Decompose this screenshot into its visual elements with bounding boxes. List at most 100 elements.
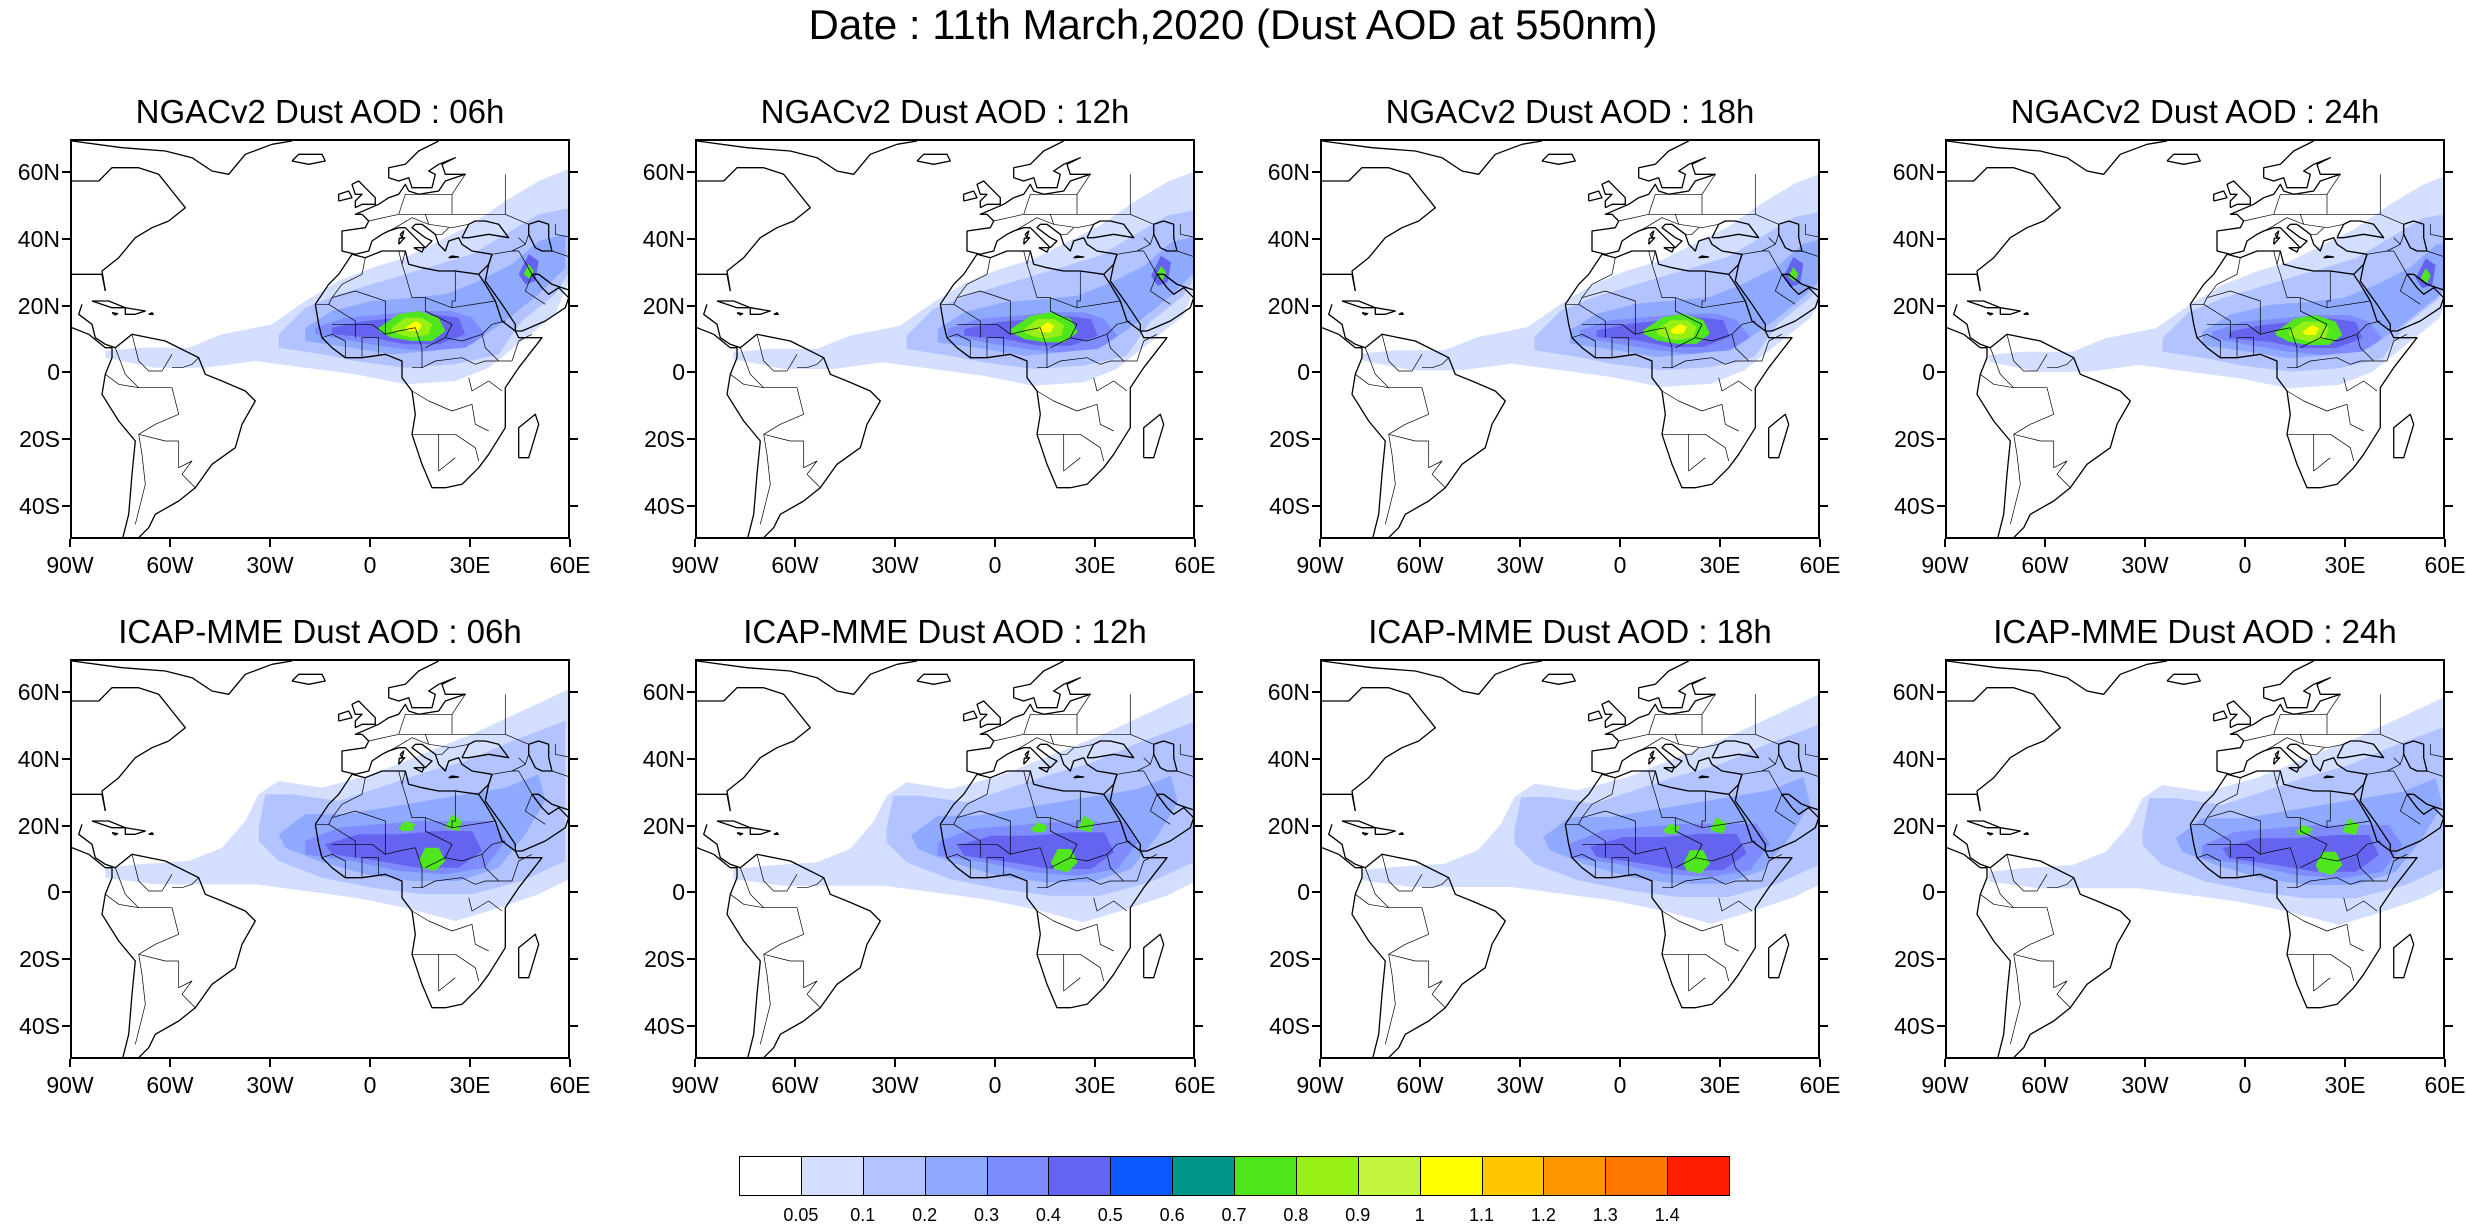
lat-tick: [570, 304, 578, 307]
lat-tick: [1820, 691, 1828, 694]
country-border: [518, 333, 533, 342]
country-border: [2366, 770, 2408, 795]
lon-tick: [469, 539, 471, 547]
country-border: [2190, 257, 2241, 305]
country-border: [2196, 333, 2221, 358]
country-border: [1662, 817, 1703, 869]
panel-title: NGACv2 Dust AOD : 24h: [2010, 93, 2380, 130]
map-svg: [72, 141, 568, 537]
lat-tick: [1195, 691, 1203, 694]
country-border: [412, 297, 453, 349]
colorbar-label: 0.4: [1035, 1205, 1061, 1225]
country-border: [1578, 824, 1606, 858]
lon-tick-label: 90W: [1921, 552, 1969, 578]
country-border: [1701, 820, 1746, 829]
country-border: [105, 374, 139, 389]
country-border: [1422, 877, 1449, 889]
country-border: [957, 323, 1048, 369]
coastline: [1768, 933, 1790, 979]
lat-tick-label: 20S: [19, 426, 60, 452]
country-border: [2203, 304, 2231, 338]
country-border: [332, 323, 423, 369]
country-border: [2326, 300, 2371, 309]
country-border: [1801, 250, 1818, 257]
coastline: [518, 933, 540, 979]
coastline: [314, 250, 543, 489]
lat-tick: [62, 371, 70, 374]
coastline: [91, 300, 126, 309]
main-title: Date : 11th March,2020 (Dust AOD at 550n…: [808, 1, 1658, 48]
country-border: [1143, 853, 1158, 862]
lon-tick-label: 60W: [2021, 552, 2069, 578]
coastline: [72, 661, 293, 695]
lon-tick-label: 30E: [449, 1072, 491, 1098]
lat-tick: [687, 691, 695, 694]
coastline: [1374, 307, 1396, 315]
coastline: [1322, 273, 1356, 292]
country-border: [1023, 174, 1091, 215]
country-border: [435, 747, 449, 755]
country-border: [332, 843, 423, 889]
country-border: [993, 174, 1131, 222]
lat-tick: [1820, 238, 1828, 240]
country-border: [1801, 770, 1818, 777]
colorbar-swatch: [1667, 1156, 1730, 1196]
country-border: [1070, 320, 1131, 342]
coastline: [773, 312, 779, 315]
coastline: [484, 254, 568, 332]
lon-tick: [1944, 539, 1946, 547]
country-border: [172, 877, 199, 889]
lat-tick-label: 20S: [1269, 426, 1310, 452]
lat-tick: [1312, 691, 1320, 694]
country-border: [2399, 234, 2405, 245]
lat-tick: [1937, 958, 1945, 960]
country-border: [1037, 953, 1105, 982]
coastline: [518, 413, 540, 459]
country-border: [1631, 217, 1679, 235]
country-border: [438, 954, 456, 992]
country-border: [424, 214, 469, 229]
coastline: [1109, 254, 1193, 332]
country-border: [2380, 213, 2404, 225]
lat-tick: [1312, 958, 1320, 960]
lat-tick: [62, 504, 70, 507]
lon-tick: [894, 539, 896, 547]
country-border: [1648, 174, 1716, 215]
lat-tick: [1820, 891, 1828, 894]
lat-tick: [1312, 504, 1320, 507]
lon-tick-label: 0: [363, 552, 377, 578]
country-border: [756, 334, 798, 372]
country-border: [1179, 744, 1193, 758]
country-border: [2047, 877, 2074, 889]
lon-tick-label: 60E: [2424, 1072, 2466, 1098]
coastline: [484, 774, 568, 852]
country-border: [2256, 217, 2304, 235]
lon-tick: [2044, 539, 2046, 547]
country-border: [1384, 434, 1396, 525]
country-border: [1037, 297, 1078, 349]
colorbar-label: 0.05: [783, 1205, 819, 1225]
country-border: [551, 250, 568, 257]
country-border: [315, 777, 366, 825]
dust-aod-map: [70, 659, 570, 1059]
aod-contour-region: [405, 321, 422, 331]
country-border: [421, 357, 499, 369]
coastline: [1591, 141, 1743, 275]
panel-title: NGACv2 Dust AOD : 18h: [1385, 93, 1755, 130]
country-border: [1804, 224, 1818, 238]
country-border: [2426, 770, 2443, 777]
country-border: [1070, 840, 1131, 862]
country-border: [412, 433, 480, 462]
coastline: [2274, 750, 2280, 758]
country-border: [381, 217, 429, 235]
country-border: [1428, 961, 1446, 1008]
colorbar-swatch: [1419, 1156, 1483, 1196]
country-border: [2203, 824, 2231, 858]
coastline: [2023, 312, 2029, 315]
lat-tick-label: 40N: [1267, 746, 1310, 772]
country-border: [468, 377, 503, 392]
coastline: [448, 775, 460, 779]
lat-tick-label: 20S: [1894, 426, 1935, 452]
lat-tick-label: 0: [1297, 359, 1310, 386]
panel-ngac-18h: NGACv2 Dust AOD : 18h 60N 40N 20N 0 20S 40S 90W…: [1268, 92, 1841, 578]
